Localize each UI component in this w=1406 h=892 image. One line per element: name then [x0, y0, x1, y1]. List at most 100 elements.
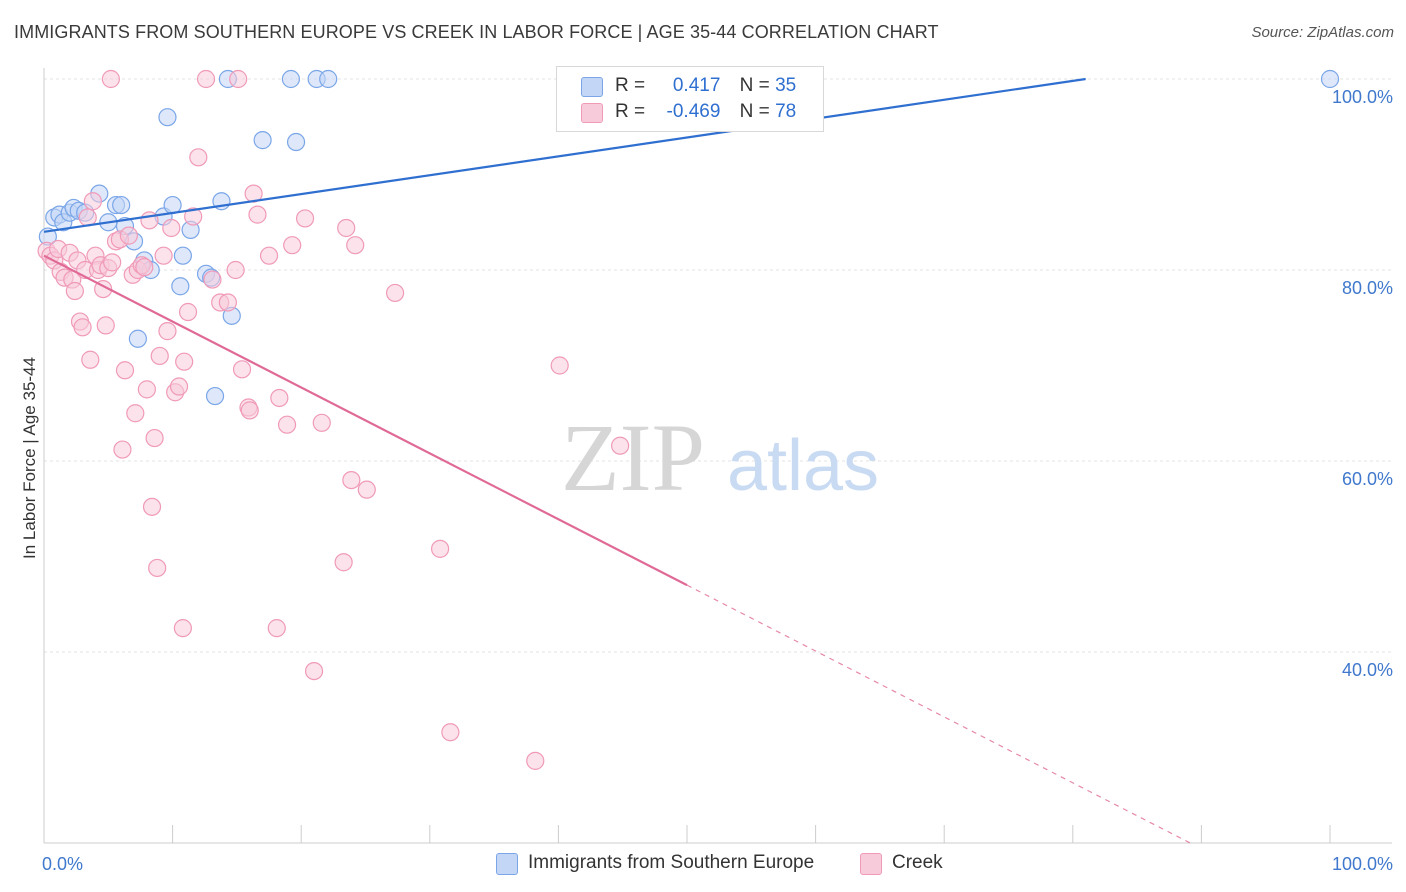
y-tick-label: 60.0% — [1342, 469, 1393, 489]
point-creek — [229, 69, 248, 89]
point-creek — [240, 401, 259, 420]
r-label: R = — [615, 75, 646, 96]
watermark: ZIP atlas — [561, 404, 879, 511]
point-creek — [342, 471, 361, 490]
legend-swatch-blue — [581, 77, 603, 97]
point-creek — [203, 270, 222, 289]
point-creek — [135, 258, 154, 277]
point-southern-europe — [253, 131, 272, 150]
point-creek — [189, 148, 208, 167]
point-creek — [184, 207, 203, 226]
point-creek — [611, 436, 630, 455]
point-creek — [162, 218, 181, 238]
legend-label: Creek — [892, 852, 943, 873]
point-creek — [218, 293, 237, 312]
point-creek — [385, 283, 405, 303]
point-creek — [526, 751, 545, 770]
point-creek — [232, 360, 252, 379]
point-creek — [83, 192, 102, 211]
point-creek — [304, 661, 324, 681]
point-southern-europe — [128, 329, 147, 348]
point-creek — [113, 440, 132, 459]
point-creek — [283, 236, 302, 255]
watermark-atlas: atlas — [727, 426, 879, 506]
point-creek — [137, 380, 156, 399]
point-creek — [357, 480, 376, 499]
point-creek — [173, 619, 192, 638]
point-creek — [430, 539, 450, 558]
trend-line-southern-europe — [43, 77, 1086, 233]
point-southern-europe — [1320, 69, 1340, 89]
point-creek — [178, 302, 198, 322]
point-southern-europe — [158, 108, 177, 127]
point-creek — [73, 318, 92, 337]
r-value: -0.469 — [666, 101, 721, 122]
point-creek — [334, 553, 353, 572]
point-creek — [277, 415, 297, 434]
chart-title: IMMIGRANTS FROM SOUTHERN EUROPE VS CREEK… — [14, 22, 939, 42]
y-axis-label: In Labor Force | Age 35-44 — [20, 357, 39, 559]
legend-swatch-blue — [496, 853, 518, 875]
legend-swatch-pink — [860, 853, 882, 875]
point-southern-europe — [173, 246, 192, 265]
axis-ticks: 100.0% 80.0% 60.0% 40.0% 0.0% 100.0% — [42, 87, 1393, 874]
r-value: 0.417 — [672, 75, 721, 96]
point-creek — [115, 361, 135, 380]
y-tick-label: 100.0% — [1332, 87, 1393, 107]
point-creek — [154, 246, 173, 265]
axes — [43, 68, 1392, 844]
point-southern-europe — [171, 277, 190, 296]
point-creek — [148, 558, 167, 578]
n-label: N = — [739, 75, 770, 96]
x-tick-label: 0.0% — [42, 854, 83, 874]
point-creek — [101, 69, 120, 89]
point-creek — [119, 226, 138, 245]
point-creek — [259, 246, 279, 265]
point-creek — [337, 218, 356, 238]
point-southern-europe — [281, 69, 301, 89]
point-creek — [145, 428, 164, 448]
y-tick-label: 80.0% — [1342, 278, 1393, 298]
legend-swatch-pink — [581, 103, 603, 123]
point-creek — [175, 352, 194, 371]
n-label: N = — [739, 101, 770, 122]
point-creek — [169, 377, 189, 396]
watermark-zip: ZIP — [561, 404, 705, 511]
point-southern-europe — [205, 386, 225, 406]
point-creek — [158, 322, 177, 341]
point-creek — [142, 497, 162, 516]
x-tick-label: 100.0% — [1332, 854, 1393, 874]
correlation-legend: R = 0.417 N = 35 R = -0.469 N = 78 — [556, 66, 824, 132]
point-creek — [196, 69, 216, 89]
point-creek — [295, 209, 315, 228]
point-creek — [346, 236, 365, 255]
n-value: 35 — [775, 75, 797, 96]
data-points — [37, 69, 1340, 770]
point-southern-europe — [319, 69, 338, 89]
series-legend: Immigrants from Southern Europe Creek — [0, 852, 1406, 876]
trend-line-creek — [43, 254, 688, 587]
trend-line-creek-extension — [686, 584, 1191, 844]
point-southern-europe — [286, 132, 306, 152]
point-creek — [96, 316, 115, 335]
point-creek — [312, 413, 331, 432]
point-creek — [441, 723, 460, 742]
r-label: R = — [615, 101, 646, 122]
point-creek — [150, 346, 169, 366]
point-creek — [270, 388, 289, 408]
point-creek — [103, 253, 122, 272]
point-creek — [550, 356, 569, 375]
point-creek — [226, 260, 245, 280]
trend-lines — [43, 77, 1191, 844]
point-creek — [81, 350, 100, 369]
y-tick-label: 40.0% — [1342, 660, 1393, 680]
point-creek — [248, 205, 267, 224]
point-creek — [267, 619, 286, 638]
point-creek — [65, 281, 84, 301]
point-creek — [126, 404, 145, 423]
chart-source: Source: ZipAtlas.com — [1251, 24, 1394, 41]
n-value: 78 — [775, 101, 797, 122]
legend-label: Immigrants from Southern Europe — [528, 852, 815, 873]
point-southern-europe — [112, 195, 131, 215]
